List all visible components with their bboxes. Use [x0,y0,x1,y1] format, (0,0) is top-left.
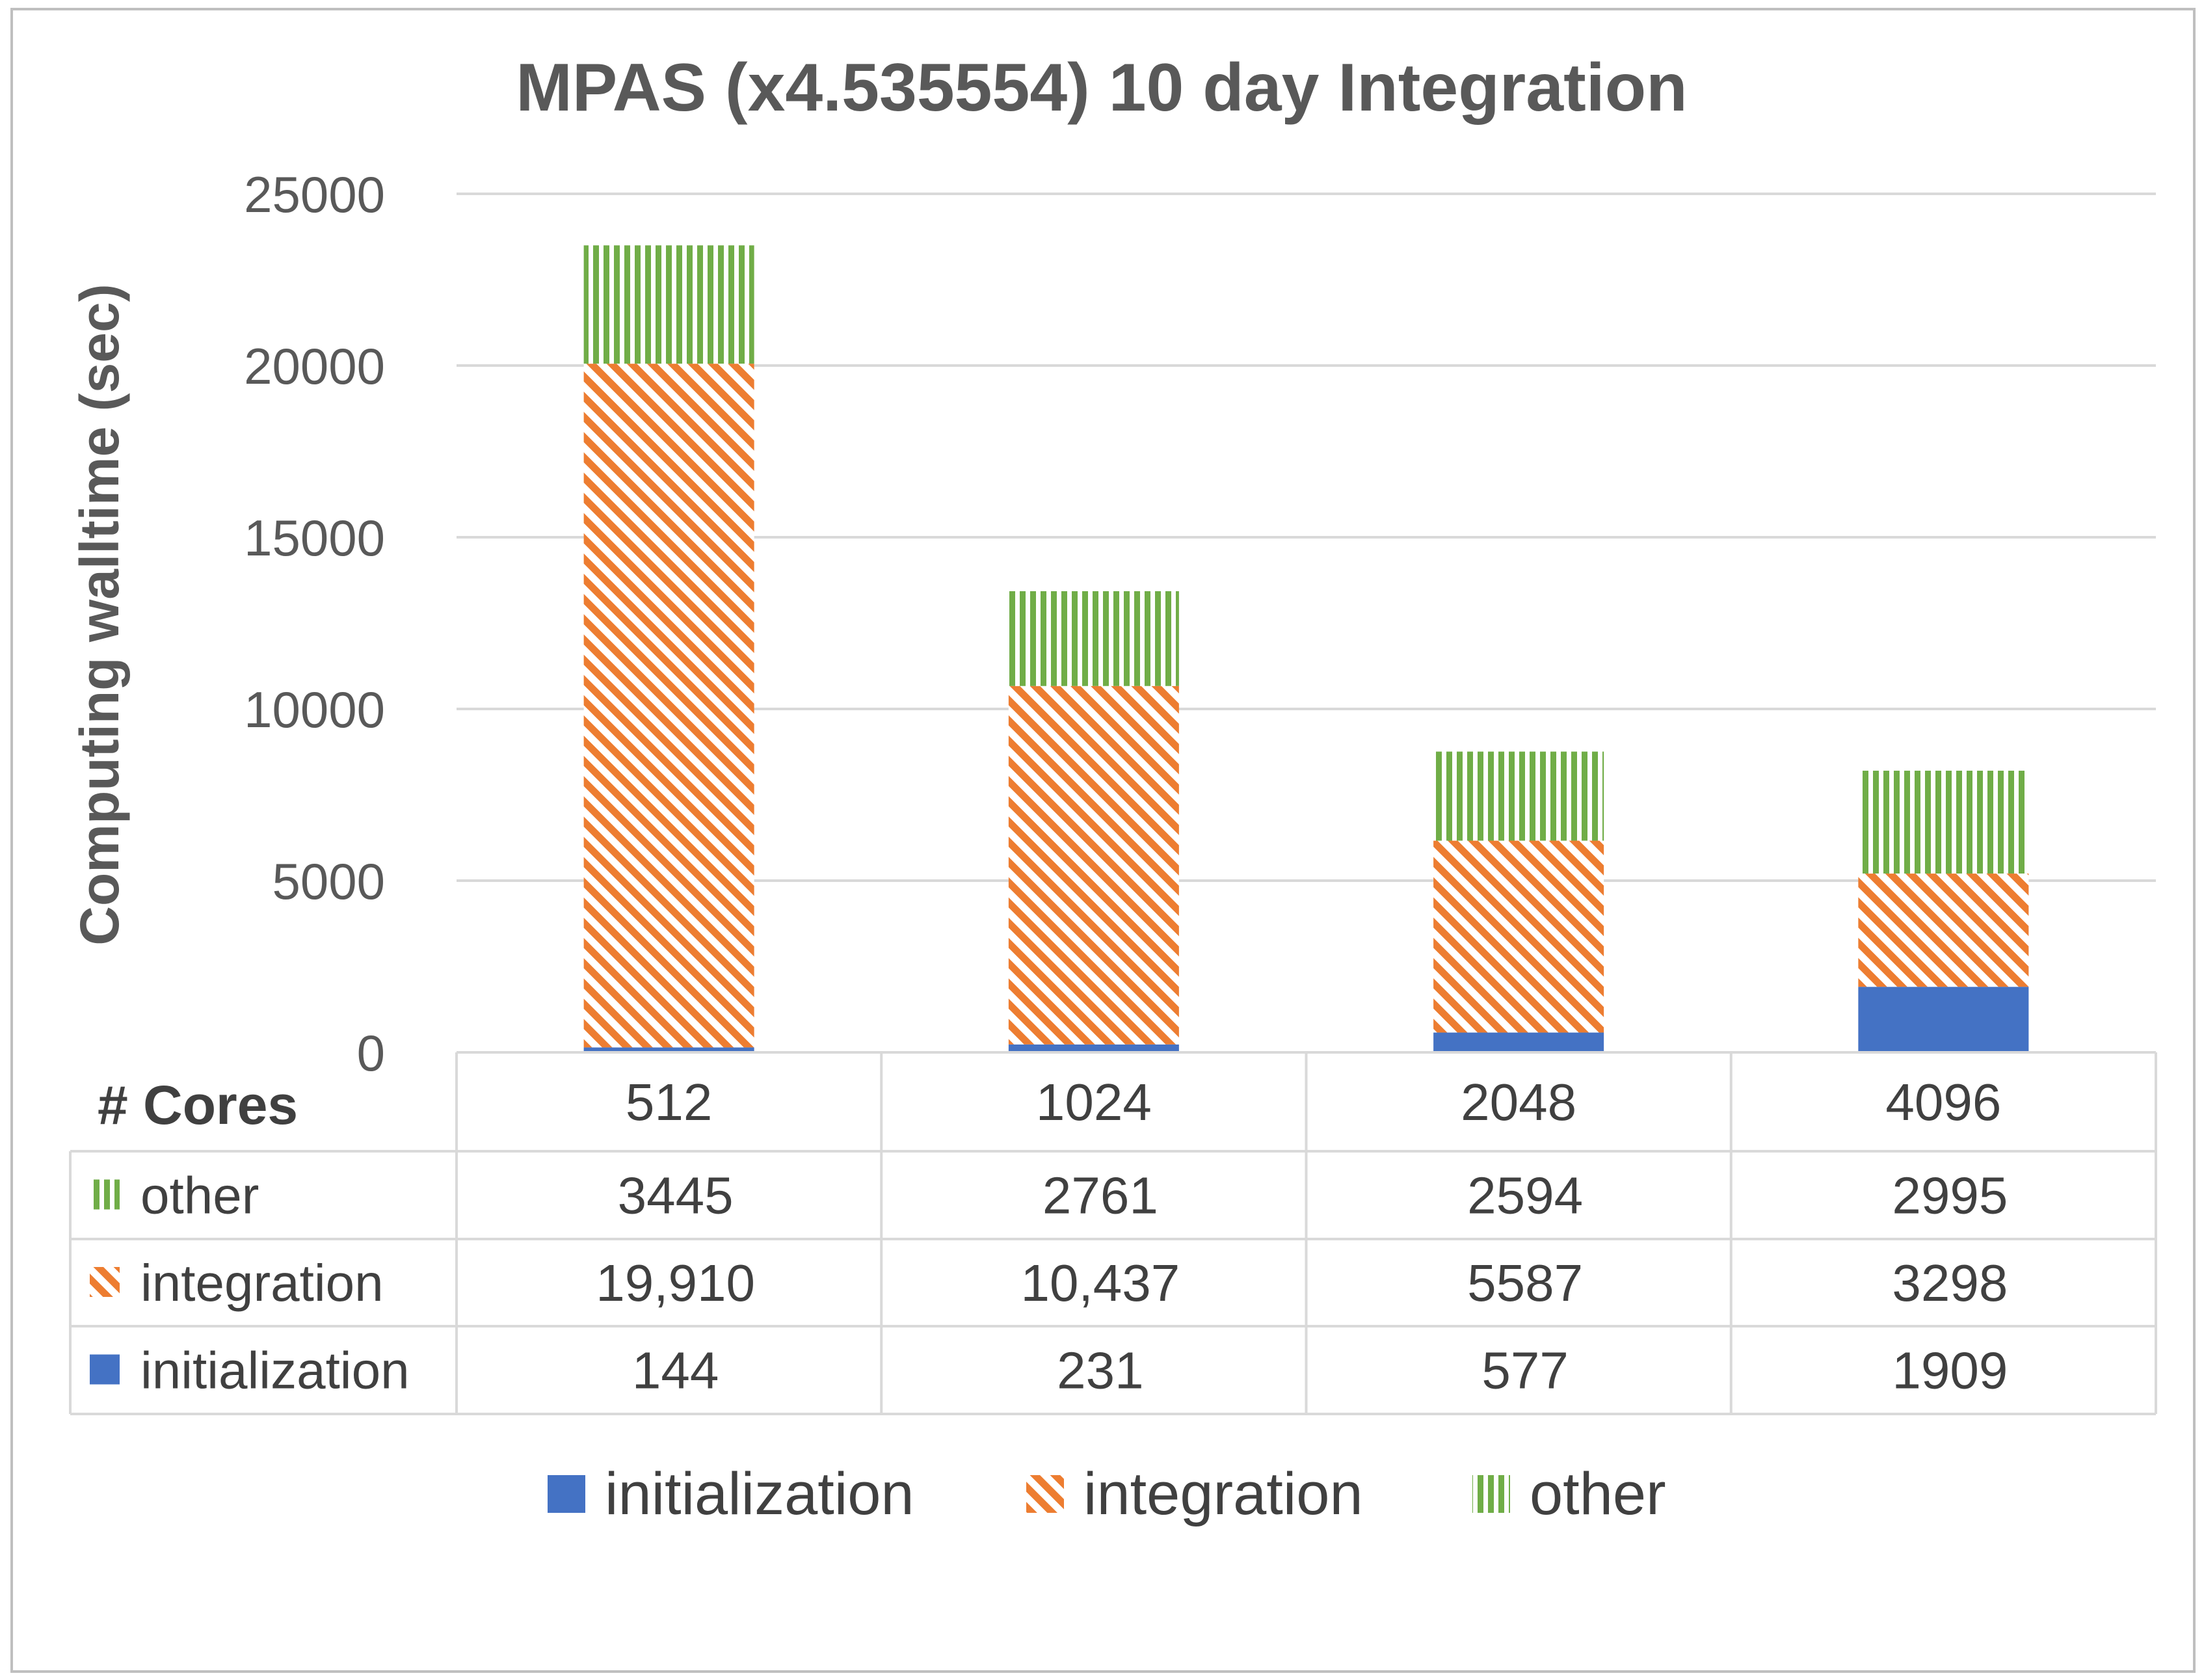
table-row-label-integration: integration [140,1254,384,1312]
bar-other-4096 [1858,770,2029,874]
y-tick-25000: 25000 [244,166,385,223]
legend-key-initialization-table [90,1354,120,1385]
table-row-label-other: other [140,1167,259,1225]
bar-initialization-2048 [1433,1032,1604,1052]
y-tick-10000: 10000 [244,681,385,738]
y-tick-20000: 20000 [244,338,385,395]
table-cell-other-512: 3445 [618,1167,734,1225]
table-cell-initialization-1024: 231 [1057,1342,1143,1400]
x-tick-4096: 4096 [1885,1073,2001,1131]
bar-integration-1024 [1008,686,1179,1045]
legend-key-integration [1026,1475,1064,1513]
legend: initialization integration other [548,1461,1666,1527]
bar-other-512 [583,245,754,364]
table-cell-other-4096: 2995 [1892,1167,2008,1225]
legend-key-initialization [548,1475,585,1513]
table-cell-initialization-512: 144 [632,1342,719,1400]
chart-title: MPAS (x4.535554) 10 day Integration [516,50,1687,126]
bar-initialization-1024 [1008,1044,1179,1052]
x-axis-label: # Cores [98,1074,298,1136]
legend-key-other-table [90,1179,120,1210]
y-tick-0: 0 [357,1024,385,1082]
legend-label-initialization: initialization [605,1461,914,1527]
x-tick-1024: 1024 [1036,1073,1152,1131]
table-cell-integration-512: 19,910 [596,1254,755,1312]
table-cell-integration-4096: 3298 [1892,1254,2008,1312]
bar-initialization-4096 [1858,987,2029,1052]
x-tick-512: 512 [626,1073,712,1131]
y-axis-ticks: 0 5000 10000 15000 20000 25000 [244,166,385,1082]
x-tick-2048: 2048 [1461,1073,1576,1131]
table-row-label-initialization: initialization [140,1342,410,1400]
bar-integration-512 [583,364,754,1048]
y-tick-15000: 15000 [244,509,385,567]
legend-key-other [1472,1475,1510,1513]
bars [583,245,2029,1052]
table-cell-integration-1024: 10,437 [1021,1254,1180,1312]
bar-initialization-512 [583,1047,754,1052]
table-cell-other-1024: 2761 [1042,1167,1158,1225]
legend-label-integration: integration [1083,1461,1363,1527]
legend-key-integration-table [90,1267,120,1297]
y-axis-label: Computing walltime (sec) [69,284,130,945]
legend-label-other: other [1530,1461,1666,1527]
table-cell-initialization-4096: 1909 [1892,1342,2008,1400]
bar-other-2048 [1433,751,1604,841]
bar-other-1024 [1008,591,1179,686]
table-cell-integration-2048: 5587 [1467,1254,1583,1312]
bar-integration-4096 [1858,873,2029,987]
table-cell-initialization-2048: 577 [1481,1342,1568,1400]
table-cell-other-2048: 2594 [1467,1167,1583,1225]
bar-integration-2048 [1433,840,1604,1033]
data-table: # Cores 512 1024 2048 4096 other 3445 2761 2594 2… [69,1051,2157,1415]
y-tick-5000: 5000 [272,853,385,910]
